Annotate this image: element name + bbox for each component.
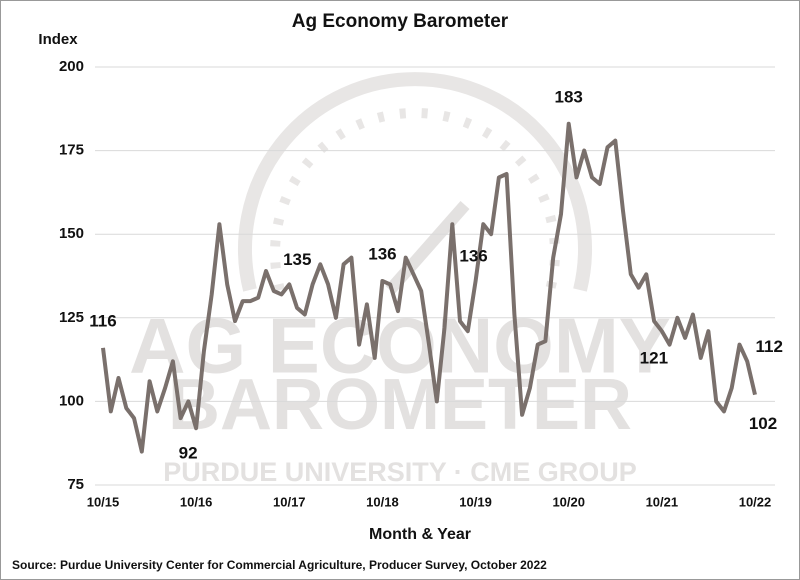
y-tick-label: 125 xyxy=(59,309,84,326)
source: Source: Purdue University Center for Com… xyxy=(12,558,547,572)
x-tick-label: 10/15 xyxy=(87,494,120,509)
gauge-arc xyxy=(238,72,592,292)
y-tick-label: 175 xyxy=(59,142,84,159)
y-tick-label: 200 xyxy=(59,58,84,75)
data-label: 116 xyxy=(89,311,116,330)
data-label: 112 xyxy=(756,337,783,356)
y-tick-label: 100 xyxy=(59,392,84,409)
x-tick-label: 10/18 xyxy=(366,494,399,509)
series-line xyxy=(101,121,757,454)
data-label: 183 xyxy=(555,87,583,106)
x-tick-label: 10/19 xyxy=(459,494,492,509)
y-axis-label: Index xyxy=(38,31,78,48)
watermark-line: AG ECONOMY xyxy=(129,302,671,390)
watermark-line: PURDUE UNIVERSITY · CME GROUP xyxy=(163,457,637,487)
x-axis-label: Month & Year xyxy=(369,526,471,543)
data-label: 135 xyxy=(283,250,311,269)
x-tick-label: 10/22 xyxy=(739,494,772,509)
x-tick-label: 10/20 xyxy=(552,494,585,509)
data-label: 136 xyxy=(368,245,396,264)
data-label: 92 xyxy=(179,444,198,463)
data-label: 102 xyxy=(749,414,777,433)
watermark: AG ECONOMY BAROMETER PURDUE UNIVERSITY ·… xyxy=(129,72,671,487)
x-tick-label: 10/21 xyxy=(646,494,679,509)
chart-title: Ag Economy Barometer xyxy=(292,11,509,32)
watermark-line: BAROMETER xyxy=(168,365,632,445)
x-tick-label: 10/16 xyxy=(180,494,213,509)
y-tick-label: 75 xyxy=(67,476,84,493)
data-label: 121 xyxy=(640,349,668,368)
data-label: 136 xyxy=(459,247,487,266)
y-tick-label: 150 xyxy=(59,225,84,242)
x-tick-label: 10/17 xyxy=(273,494,306,509)
